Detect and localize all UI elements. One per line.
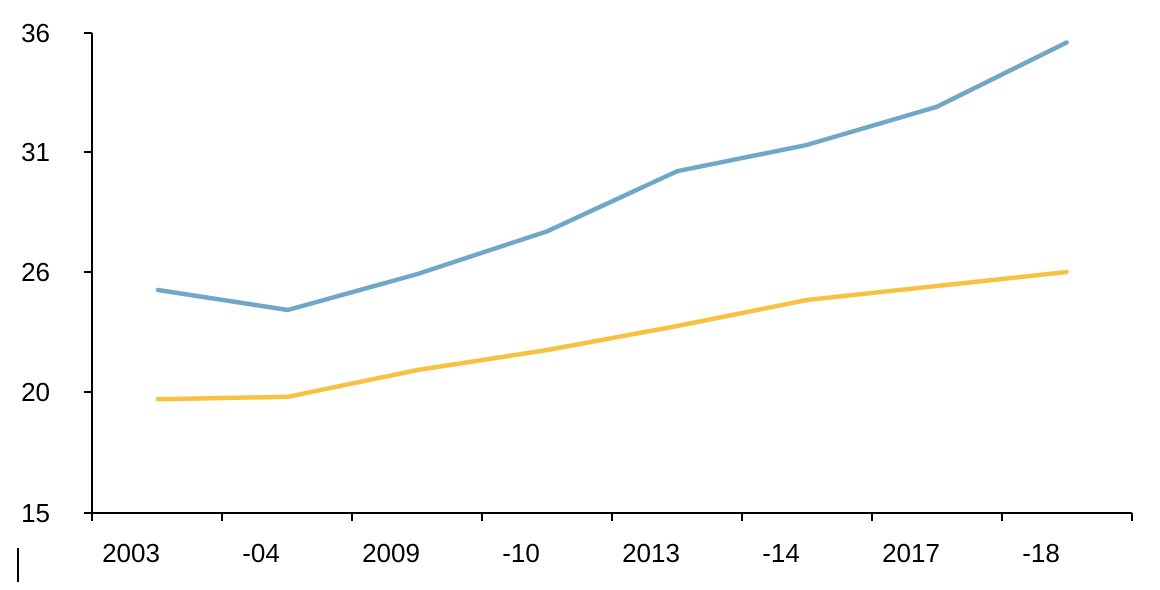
series-group — [155, 40, 1069, 402]
y-tick-label: 26 — [21, 257, 50, 287]
series-2-line — [155, 269, 1069, 402]
x-tick-label: 2009 — [362, 538, 420, 568]
x-tick-label: 2017 — [882, 538, 940, 568]
y-tick-label: 31 — [21, 137, 50, 167]
x-axis: 2003 -04 2009 -10 2013 -14 2017 -18 — [91, 512, 1133, 568]
series-1-line — [155, 40, 1069, 313]
y-tick-label: 36 — [21, 18, 50, 48]
y-tick-label: 15 — [21, 498, 50, 528]
y-axis: 15 20 26 31 36 — [21, 18, 93, 528]
x-tick-label: 2013 — [622, 538, 680, 568]
x-tick-label: -04 — [242, 538, 280, 568]
y-tick-label: 20 — [21, 377, 50, 407]
x-tick-label: -18 — [1022, 538, 1060, 568]
x-tick-label: -10 — [502, 538, 540, 568]
x-tick-label: 2003 — [102, 538, 160, 568]
x-tick-label: -14 — [762, 538, 800, 568]
